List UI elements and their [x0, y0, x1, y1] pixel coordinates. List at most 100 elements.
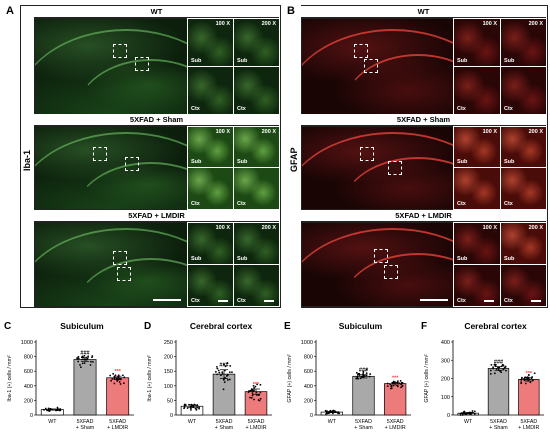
x-tick-label: 5XFAD + Sham [489, 419, 508, 431]
data-point [217, 369, 220, 372]
data-point [254, 385, 257, 388]
y-axis-label: GFAP (+) cells / mm² [287, 354, 293, 402]
chart-e: E Subiculum 0 200 400 600 800 1000 GFAP (+) cell… [280, 316, 417, 439]
data-point [529, 381, 532, 384]
data-point [369, 373, 372, 375]
data-point [357, 377, 359, 380]
roi-box [360, 147, 374, 161]
y-axis-label: GFAP (+) cells / mm² [424, 354, 430, 402]
data-point [228, 378, 231, 381]
x-tick-label: 5XFAD + LMDIR [518, 419, 539, 431]
data-point [365, 374, 368, 377]
data-point [118, 381, 121, 383]
micrograph-b-lmdir-sub-200x: 200 X Sub [500, 222, 547, 265]
panel-letter-b: B [287, 5, 295, 17]
data-point [253, 389, 255, 392]
data-point [247, 391, 250, 394]
roi-box [117, 267, 131, 281]
data-point [228, 371, 231, 374]
data-point [44, 407, 47, 410]
data-point [259, 391, 262, 394]
scale-bar [531, 300, 541, 302]
data-point [114, 374, 117, 377]
micrograph-b-lmdir-ctx-200x: Ctx [500, 264, 547, 307]
chart-svg: D Cerebral cortex 0 50 100 150 200 250 Iba-1 (+)… [144, 321, 272, 431]
y-tick-label: 800 [304, 355, 313, 361]
y-tick-label: 100 [441, 395, 450, 401]
chart-title: Subiculum [339, 321, 383, 331]
row-title-b-sham: 5XFAD + Sham [301, 114, 546, 126]
significance-marker: ### [494, 360, 503, 366]
y-tick-label: 200 [24, 398, 33, 404]
data-point [195, 408, 198, 411]
data-point [85, 358, 88, 361]
data-point [368, 375, 371, 378]
data-point [223, 381, 226, 384]
data-point [89, 364, 92, 366]
micrograph-b-wt-sub-100x: 100 X Sub [453, 18, 501, 67]
x-tick-label: WT [48, 419, 57, 425]
data-point [79, 363, 81, 366]
data-point [81, 358, 83, 361]
panel-letter-c: C [4, 321, 11, 332]
micrograph-b-lmdir-sub-100x: 100 X Sub [453, 222, 501, 265]
chart-svg: E Subiculum 0 200 400 600 800 1000 GFAP (+) cell… [284, 321, 411, 431]
y-tick-label: 600 [24, 369, 33, 375]
micrograph-a-lmdir-sub-100x: 100 X Sub [187, 222, 234, 265]
data-point [524, 382, 527, 385]
data-point [252, 384, 255, 387]
data-point [90, 360, 92, 363]
bar-2 [73, 359, 97, 416]
data-point [396, 385, 399, 388]
roi-box [364, 59, 378, 73]
data-point [58, 408, 61, 411]
data-point [221, 372, 224, 375]
y-tick-label: 150 [164, 369, 173, 375]
data-point [226, 361, 229, 364]
row-title-b-lmdir: 5XFAD + LMDIR [301, 210, 546, 222]
data-point [502, 368, 505, 371]
data-point [462, 412, 465, 414]
x-tick-label: WT [464, 419, 473, 425]
bar-2 [487, 368, 510, 416]
data-point [221, 371, 224, 374]
micrograph-a-lmdir-sub-200x: 200 X Sub [233, 222, 280, 265]
micrograph-a-sham-ctx-100x: Ctx [187, 167, 234, 210]
data-point [92, 360, 94, 363]
significance-marker: ### [219, 363, 228, 369]
data-point [216, 367, 219, 370]
data-point [390, 387, 393, 390]
data-point [492, 366, 494, 369]
data-point [83, 362, 86, 364]
data-point [505, 369, 507, 372]
micrograph-b-sham-ctx-200x: Ctx [500, 167, 547, 210]
micrograph-b-sham-sub-200x: 200 X Sub [500, 126, 547, 168]
micrograph-a-lmdir-overview [34, 222, 188, 307]
micrograph-b-wt-ctx-100x: Ctx [453, 66, 501, 115]
micrograph-b-lmdir-ctx-100x: Ctx [453, 264, 501, 307]
bar-2 [352, 375, 375, 416]
data-point [495, 368, 498, 370]
y-tick-label: 1000 [21, 340, 33, 346]
roi-box [113, 44, 127, 58]
micrograph-a-sham-sub-200x: 200 X Sub [233, 126, 280, 168]
y-tick-label: 800 [24, 355, 33, 361]
data-point [186, 407, 189, 409]
data-point [59, 409, 62, 412]
data-point [362, 372, 365, 375]
data-point [361, 375, 364, 378]
row-title-a-sham: 5XFAD + Sham [34, 114, 279, 126]
data-point [460, 412, 463, 415]
data-point [77, 360, 80, 363]
data-point [520, 377, 523, 380]
data-point [121, 374, 124, 377]
data-point [249, 389, 252, 392]
data-point [325, 413, 327, 415]
y-tick-label: 1000 [301, 340, 313, 346]
data-point [192, 405, 195, 408]
data-point [401, 385, 404, 388]
data-point [216, 373, 219, 376]
data-point [527, 374, 530, 376]
data-point [386, 382, 389, 385]
data-point [214, 370, 217, 373]
